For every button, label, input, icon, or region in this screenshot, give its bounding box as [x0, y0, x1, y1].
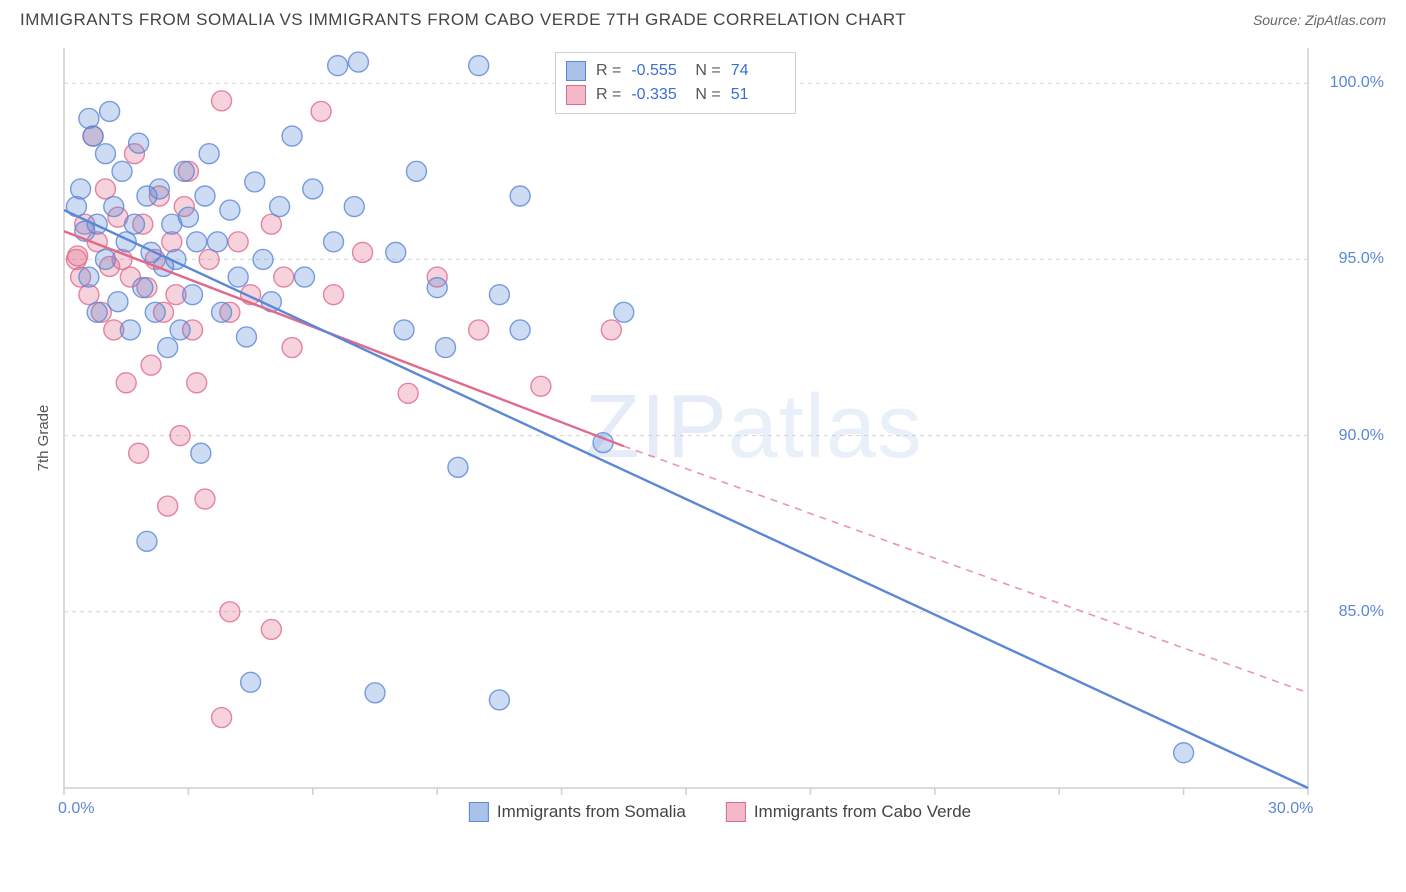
- chart-title: IMMIGRANTS FROM SOMALIA VS IMMIGRANTS FR…: [20, 10, 906, 30]
- scatter-plot: [50, 48, 1390, 828]
- legend-label-cabo: Immigrants from Cabo Verde: [754, 802, 971, 822]
- y-tick: 90.0%: [1339, 427, 1384, 445]
- r-label: R =: [596, 86, 621, 104]
- series-legend: Immigrants from Somalia Immigrants from …: [469, 802, 971, 822]
- header: IMMIGRANTS FROM SOMALIA VS IMMIGRANTS FR…: [0, 0, 1406, 36]
- swatch-cabo: [566, 85, 586, 105]
- chart-area: 7th Grade ZIPatlas R = -0.555 N = 74 R =…: [50, 48, 1390, 828]
- y-tick: 85.0%: [1339, 603, 1384, 621]
- n-value-somalia: 74: [731, 62, 785, 80]
- legend-row-somalia: R = -0.555 N = 74: [566, 59, 785, 83]
- swatch-somalia: [469, 802, 489, 822]
- legend-label-somalia: Immigrants from Somalia: [497, 802, 686, 822]
- r-label: R =: [596, 62, 621, 80]
- y-tick: 100.0%: [1330, 74, 1384, 92]
- swatch-somalia: [566, 61, 586, 81]
- legend-item-cabo: Immigrants from Cabo Verde: [726, 802, 971, 822]
- legend-item-somalia: Immigrants from Somalia: [469, 802, 686, 822]
- source-attribution: Source: ZipAtlas.com: [1253, 12, 1386, 28]
- x-tick: 30.0%: [1268, 800, 1313, 818]
- r-value-cabo: -0.335: [631, 86, 685, 104]
- n-value-cabo: 51: [731, 86, 785, 104]
- y-tick: 95.0%: [1339, 250, 1384, 268]
- x-tick: 0.0%: [58, 800, 94, 818]
- legend-row-cabo: R = -0.335 N = 51: [566, 83, 785, 107]
- n-label: N =: [695, 86, 720, 104]
- r-value-somalia: -0.555: [631, 62, 685, 80]
- n-label: N =: [695, 62, 720, 80]
- correlation-legend: R = -0.555 N = 74 R = -0.335 N = 51: [555, 52, 796, 114]
- swatch-cabo: [726, 802, 746, 822]
